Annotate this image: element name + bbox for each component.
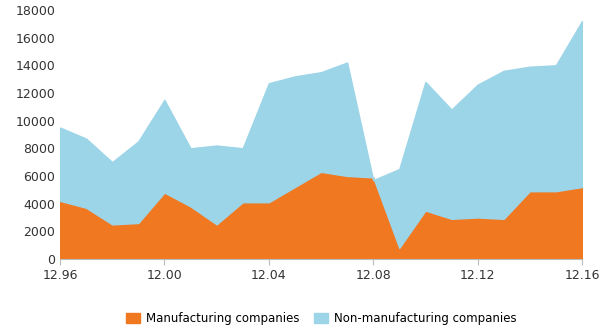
Legend: Manufacturing companies, Non-manufacturing companies: Manufacturing companies, Non-manufacturi… <box>121 307 521 330</box>
